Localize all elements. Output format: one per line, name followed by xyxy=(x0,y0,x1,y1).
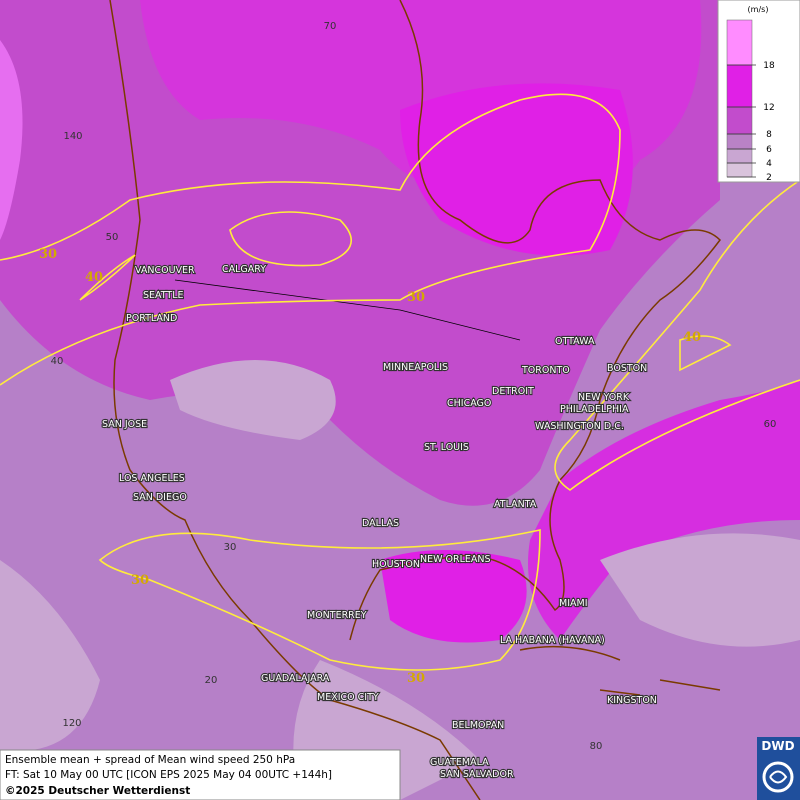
city-label: SEATTLE xyxy=(143,290,184,301)
legend-swatch xyxy=(726,162,753,178)
city-label: BELMOPAN xyxy=(452,720,504,731)
city-label: DETROIT xyxy=(492,386,534,397)
legend-scale: 2 4 6 8 12 18 xyxy=(726,19,775,183)
city-label: PORTLAND xyxy=(126,313,177,324)
legend-swatch xyxy=(726,19,753,66)
logo-text: DWD xyxy=(761,739,794,753)
city-label: CHICAGO xyxy=(447,398,491,409)
graticule-label: 60 xyxy=(764,419,777,430)
legend-label: 2 xyxy=(766,173,772,183)
contour-label: 30 xyxy=(407,290,425,305)
graticule-label: 70 xyxy=(324,21,337,32)
city-label: VANCOUVER xyxy=(135,265,195,276)
logo: DWD xyxy=(757,737,800,800)
footer-forecast: FT: Sat 10 May 00 UTC [ICON EPS 2025 May… xyxy=(5,769,332,781)
city-label: MIAMI xyxy=(559,598,588,609)
contour-label: 30 xyxy=(131,573,149,588)
city-label: MINNEAPOLIS xyxy=(383,362,448,373)
graticule-label: 20 xyxy=(205,675,218,686)
graticule-label: 30 xyxy=(224,542,237,553)
graticule-label: 50 xyxy=(106,232,119,243)
graticule-label: 140 xyxy=(63,131,82,142)
city-label: SAN SALVADOR xyxy=(440,769,514,780)
city-label: NEW ORLEANS xyxy=(420,554,491,565)
city-label: GUATEMALA xyxy=(430,757,489,768)
city-label: LOS ANGELES xyxy=(119,473,185,484)
legend-swatch xyxy=(726,133,753,150)
graticule-label: 120 xyxy=(62,718,81,729)
city-label: SAN JOSE xyxy=(102,419,147,430)
legend-label: 12 xyxy=(763,103,774,113)
city-label: ATLANTA xyxy=(494,499,537,510)
legend: (m/s) 2 4 6 8 12 18 xyxy=(717,0,800,183)
legend-label: 6 xyxy=(766,145,772,155)
city-label: NEW YORK xyxy=(578,392,630,403)
footer-title: Ensemble mean + spread of Mean wind spee… xyxy=(5,754,295,766)
city-label: KINGSTON xyxy=(607,695,657,706)
coastlines xyxy=(109,0,721,800)
legend-unit: (m/s) xyxy=(748,5,769,14)
city-label: PHILADELPHIA xyxy=(560,404,629,415)
city-label: GUADALAJARA xyxy=(261,673,330,684)
legend-swatch xyxy=(726,64,753,108)
city-label: MONTERREY xyxy=(307,610,367,621)
city-label: ST. LOUIS xyxy=(424,442,469,453)
city-label: WASHINGTON D.C. xyxy=(535,421,624,432)
city-label: HOUSTON xyxy=(372,559,420,570)
footer: Ensemble mean + spread of Mean wind spee… xyxy=(0,749,401,800)
contour-label: 40 xyxy=(85,270,103,285)
footer-copyright: ©2025 Deutscher Wetterdienst xyxy=(5,785,190,797)
city-label: SAN DIEGO xyxy=(133,492,187,503)
legend-label: 8 xyxy=(766,130,772,140)
legend-swatch xyxy=(726,106,753,135)
city-label: TORONTO xyxy=(521,365,570,376)
graticule-label: 80 xyxy=(590,741,603,752)
legend-label: 18 xyxy=(763,61,775,71)
graticule-label: 40 xyxy=(51,356,64,367)
contour-label: 40 xyxy=(683,330,701,345)
labels: VANCOUVER CALGARY SEATTLE PORTLAND MINNEAPOL… xyxy=(39,21,777,781)
city-label: MEXICO CITY xyxy=(317,692,379,703)
city-label: OTTAWA xyxy=(555,336,595,347)
contour-label: 30 xyxy=(407,671,425,686)
city-label: BOSTON xyxy=(607,363,647,374)
city-label: CALGARY xyxy=(222,264,266,275)
city-label: LA HABANA (HAVANA) xyxy=(500,635,605,646)
city-label: DALLAS xyxy=(362,518,399,529)
legend-swatch xyxy=(726,148,753,164)
legend-label: 4 xyxy=(766,159,772,169)
contour-label: 30 xyxy=(39,247,57,262)
contours xyxy=(0,93,800,671)
